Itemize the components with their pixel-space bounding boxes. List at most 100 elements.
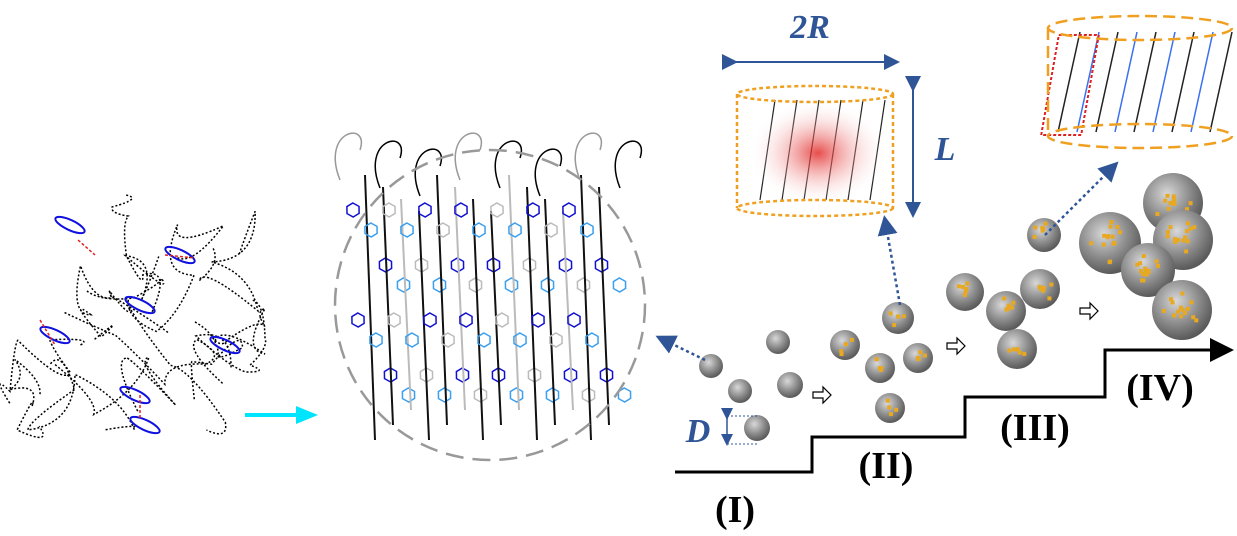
ring <box>369 332 383 348</box>
ring <box>119 385 151 405</box>
arrow-head <box>296 406 318 424</box>
domain <box>1194 318 1199 323</box>
backbone <box>436 174 448 426</box>
domain <box>1181 238 1186 243</box>
domain <box>1017 350 1022 355</box>
highlight <box>1040 34 1101 136</box>
ring <box>531 312 545 328</box>
stage-label: (I) <box>715 489 755 531</box>
ring <box>405 332 419 348</box>
backbone <box>598 186 610 426</box>
domain <box>1168 225 1173 230</box>
backbone <box>472 198 484 441</box>
domain <box>1178 305 1183 310</box>
domain <box>1146 268 1151 273</box>
domain <box>1141 254 1146 259</box>
domain <box>1185 239 1190 244</box>
domain <box>1183 310 1188 315</box>
ring <box>364 222 378 238</box>
ring <box>39 325 71 345</box>
chain <box>54 356 177 416</box>
ring <box>580 222 594 238</box>
particle <box>699 354 723 378</box>
domain <box>1170 300 1175 305</box>
domain <box>849 337 854 342</box>
backbone <box>562 210 574 411</box>
backbone <box>400 198 412 411</box>
ring <box>576 277 591 293</box>
ring <box>477 332 491 348</box>
chain-end <box>534 148 563 197</box>
ring <box>612 277 627 293</box>
ring <box>396 277 411 293</box>
ring <box>432 277 447 293</box>
domain <box>1047 296 1052 301</box>
zoom-circle <box>333 148 647 462</box>
domain <box>1163 198 1168 203</box>
domain <box>1168 201 1173 206</box>
ring <box>418 202 432 218</box>
backbone <box>364 174 376 441</box>
domain <box>1180 307 1185 312</box>
domain <box>1140 278 1145 283</box>
domain <box>1185 221 1190 226</box>
domain <box>894 407 899 412</box>
domain <box>896 314 901 319</box>
chain-end <box>454 132 483 181</box>
domain <box>1049 282 1054 287</box>
cylinder <box>735 84 895 218</box>
domain <box>1165 193 1170 198</box>
domain <box>1144 272 1149 277</box>
domain <box>892 322 897 327</box>
domain <box>1006 303 1011 308</box>
ring <box>504 277 519 293</box>
domain <box>1102 233 1107 238</box>
domain <box>1007 348 1012 353</box>
ring <box>387 312 401 328</box>
step-arrow <box>812 301 1099 405</box>
domain <box>879 367 884 372</box>
ring <box>346 202 360 218</box>
ring <box>544 222 558 238</box>
domain <box>1108 224 1113 229</box>
domain <box>1175 238 1180 243</box>
chain <box>9 358 44 439</box>
chain <box>190 320 244 400</box>
chain-end <box>574 132 603 181</box>
chain <box>1171 31 1195 133</box>
chain <box>86 254 165 301</box>
backbone <box>526 186 538 441</box>
domain <box>839 349 844 354</box>
ring <box>585 332 599 348</box>
chain <box>127 224 224 333</box>
domain <box>1011 347 1016 352</box>
domain <box>1172 197 1177 202</box>
chain <box>1133 31 1157 133</box>
domain <box>1040 228 1045 233</box>
chain <box>108 290 227 435</box>
domain <box>1180 291 1185 296</box>
domain <box>1138 269 1143 274</box>
domain <box>1022 351 1027 356</box>
domain <box>1183 235 1188 240</box>
domain <box>1155 263 1160 268</box>
domain <box>1184 207 1189 212</box>
domain <box>1189 300 1194 305</box>
chain <box>1057 31 1081 133</box>
domain <box>839 352 844 357</box>
domain <box>956 284 961 289</box>
domain <box>888 412 893 417</box>
domain <box>1107 260 1112 265</box>
domain <box>918 350 923 355</box>
ring <box>351 312 365 328</box>
chain <box>1152 31 1176 133</box>
ring <box>545 387 560 403</box>
domain <box>1172 313 1177 318</box>
ring <box>436 222 450 238</box>
ring <box>124 295 156 315</box>
chain <box>64 311 225 387</box>
domain <box>915 355 920 360</box>
ring <box>400 222 414 238</box>
chain <box>26 359 137 431</box>
